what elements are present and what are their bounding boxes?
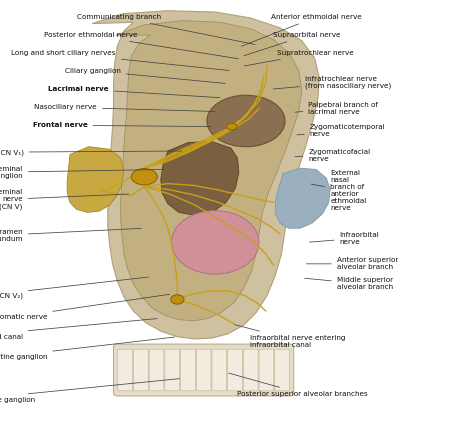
- Text: Supraorbital nerve: Supraorbital nerve: [244, 32, 341, 56]
- Text: Ciliary ganglion: Ciliary ganglion: [65, 68, 225, 83]
- Text: Zygomaticotemporal
nerve: Zygomaticotemporal nerve: [297, 124, 385, 137]
- Text: Infraorbital nerve entering
infraorbital canal: Infraorbital nerve entering infraorbital…: [235, 325, 345, 347]
- FancyBboxPatch shape: [196, 349, 211, 391]
- Text: Supratrochlear nerve: Supratrochlear nerve: [244, 50, 353, 66]
- Text: External
nasal
branch of
anterior
ethmoidal
nerve: External nasal branch of anterior ethmoi…: [311, 170, 367, 211]
- Text: Frontal nerve: Frontal nerve: [33, 122, 211, 128]
- Text: Foramen
rotundum: Foramen rotundum: [0, 228, 141, 242]
- FancyBboxPatch shape: [228, 349, 242, 391]
- FancyBboxPatch shape: [259, 349, 274, 391]
- Text: Anterior ethmoidal nerve: Anterior ethmoidal nerve: [241, 14, 361, 46]
- Polygon shape: [92, 11, 319, 339]
- Text: Posterior superior alveolar branches: Posterior superior alveolar branches: [229, 373, 368, 397]
- Text: Zygomaticofacial
nerve: Zygomaticofacial nerve: [295, 149, 370, 162]
- Text: Branches to pterygopalatine ganglion: Branches to pterygopalatine ganglion: [0, 379, 179, 403]
- FancyBboxPatch shape: [181, 349, 195, 391]
- Text: Zygomatic nerve: Zygomatic nerve: [0, 294, 170, 320]
- Ellipse shape: [171, 295, 184, 304]
- Text: Pterygopalatine ganglion: Pterygopalatine ganglion: [0, 337, 175, 360]
- FancyBboxPatch shape: [133, 349, 148, 391]
- Ellipse shape: [171, 211, 259, 274]
- FancyBboxPatch shape: [118, 349, 132, 391]
- FancyBboxPatch shape: [212, 349, 227, 391]
- Ellipse shape: [227, 123, 237, 130]
- Ellipse shape: [131, 169, 157, 185]
- Text: Maxillary nerve (CN V₂): Maxillary nerve (CN V₂): [0, 277, 149, 299]
- Text: Trigeminal
(semilunar) ganglion: Trigeminal (semilunar) ganglion: [0, 166, 164, 179]
- Text: Lacrimal nerve: Lacrimal nerve: [48, 86, 219, 98]
- Text: Anterior superior
alveolar branch: Anterior superior alveolar branch: [307, 257, 398, 270]
- FancyBboxPatch shape: [243, 349, 258, 391]
- Text: Nerve (vidian) of pterygoid canal: Nerve (vidian) of pterygoid canal: [0, 319, 157, 340]
- Text: Communicating branch: Communicating branch: [77, 14, 255, 45]
- Text: Posterior ethmoidal nerve: Posterior ethmoidal nerve: [44, 32, 238, 59]
- Polygon shape: [67, 147, 124, 212]
- Text: Long and short ciliary nerves: Long and short ciliary nerves: [11, 50, 229, 70]
- Polygon shape: [161, 142, 239, 215]
- Text: Nasociliary nerve: Nasociliary nerve: [35, 104, 215, 112]
- Text: Trigeminal
nerve
(CN V): Trigeminal nerve (CN V): [0, 189, 129, 210]
- FancyBboxPatch shape: [149, 349, 164, 391]
- Ellipse shape: [207, 95, 285, 147]
- Polygon shape: [275, 168, 330, 228]
- FancyBboxPatch shape: [275, 349, 289, 391]
- Text: Middle superior
alveolar branch: Middle superior alveolar branch: [305, 278, 393, 290]
- Polygon shape: [116, 21, 302, 321]
- Text: Infratrochlear nerve
(from nasociliary nerve): Infratrochlear nerve (from nasociliary n…: [273, 76, 391, 89]
- FancyBboxPatch shape: [114, 344, 294, 396]
- Text: Ophthalmic nerve (CN V₁): Ophthalmic nerve (CN V₁): [0, 149, 182, 156]
- Text: Palpebral branch of
lacrimal nerve: Palpebral branch of lacrimal nerve: [295, 102, 378, 115]
- FancyBboxPatch shape: [165, 349, 180, 391]
- Text: Infraorbital
nerve: Infraorbital nerve: [309, 232, 379, 245]
